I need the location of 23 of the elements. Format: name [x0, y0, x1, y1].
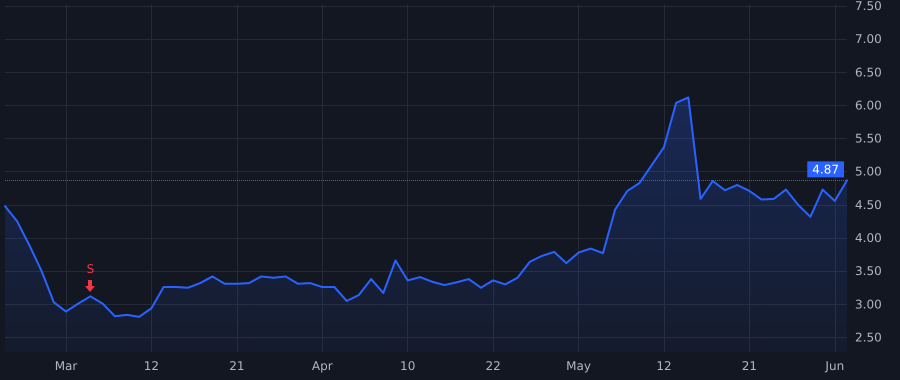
x-tick-label: May — [566, 359, 591, 373]
x-tick-label: Mar — [54, 359, 78, 373]
y-tick-label: 3.00 — [855, 297, 882, 312]
x-tick-label: 12 — [656, 359, 672, 373]
y-tick-label: 6.00 — [855, 98, 882, 112]
annotation: S — [86, 262, 94, 276]
y-tick-label: 2.50 — [855, 330, 882, 344]
x-tick-label: Jun — [824, 359, 844, 373]
y-tick-label: 3.50 — [855, 264, 882, 278]
x-tick-label: 12 — [144, 359, 160, 373]
x-tick-label: 10 — [400, 359, 416, 373]
y-tick-label: 5.00 — [855, 164, 882, 179]
y-tick-label: 7.00 — [855, 32, 882, 46]
y-tick-label: 7.50 — [855, 0, 882, 13]
x-tick-label: 21 — [229, 359, 244, 373]
y-tick-label: 4.00 — [855, 230, 882, 245]
y-tick-label: 4.50 — [855, 198, 882, 212]
x-tick-label: 22 — [485, 359, 501, 373]
y-tick-label: 5.50 — [855, 132, 882, 146]
y-tick-label: 6.50 — [855, 65, 882, 80]
x-tick-label: Apr — [312, 359, 333, 373]
x-tick-label: 21 — [742, 359, 758, 373]
ref-line-label: 4.87 — [812, 162, 839, 176]
